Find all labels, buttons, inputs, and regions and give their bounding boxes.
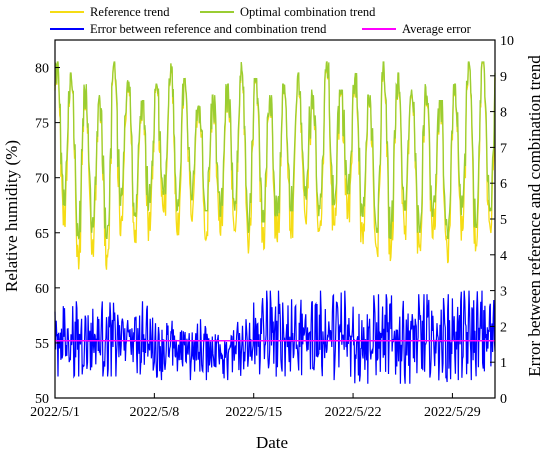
series-line-error [54,290,496,384]
left-y-tick-label: 50 [35,392,49,407]
x-tick-label: 2022/5/29 [424,405,481,420]
right-y-tick-label: 6 [500,177,507,192]
series-line-optimal-combination-trend [54,61,496,240]
left-y-axis-title: Relative humidity (%) [2,140,21,292]
left-y-tick-label: 65 [35,227,49,242]
left-y-tick-label: 60 [35,282,49,297]
left-y-tick-label: 70 [35,172,49,187]
right-y-tick-label: 2 [500,320,507,335]
left-y-tick-label: 75 [35,117,49,132]
right-y-tick-label: 4 [500,249,507,264]
legend-label-average: Average error [402,22,472,36]
legend-label-reference: Reference trend [90,5,170,19]
right-y-tick-label: 1 [500,356,507,371]
right-y-tick-label: 0 [500,392,507,407]
axes-layer: 50 55 60 65 70 75 80 0 1 2 3 4 5 6 7 8 9 10 2022/5/1 2022/5… [30,34,514,420]
left-y-tick-label: 80 [35,62,49,77]
right-y-tick-label: 10 [500,34,514,49]
legend-label-optimal: Optimal combination trend [240,5,376,19]
right-y-tick-label: 9 [500,70,507,85]
x-axis-title: Date [256,433,288,452]
right-y-axis-title: Error between reference and combination … [525,55,544,377]
legend: Reference trend Optimal combination tren… [50,5,472,36]
left-y-tick-label: 55 [35,337,49,352]
legend-label-error: Error between reference and combination … [90,22,327,36]
x-tick-label: 2022/5/15 [225,405,282,420]
right-y-tick-label: 8 [500,106,507,121]
right-y-tick-label: 5 [500,213,507,228]
right-y-tick-label: 3 [500,285,507,300]
x-tick-label: 2022/5/8 [129,405,179,420]
plot-series-layer [54,60,496,384]
x-tick-label: 2022/5/22 [325,405,382,420]
series-line-reference-trend [54,60,496,270]
right-y-tick-label: 7 [500,141,507,156]
x-tick-label: 2022/5/1 [30,405,80,420]
